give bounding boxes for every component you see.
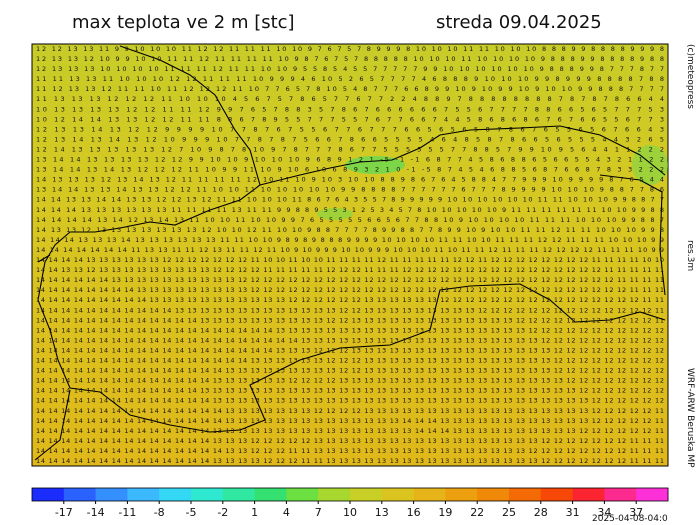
resolution: res.3m — [685, 240, 695, 271]
cold-spot — [632, 145, 668, 185]
grid-row: 14 14 14 14 14 14 14 14 14 14 14 14 14 1… — [36, 437, 664, 445]
grid-row: 14 14 14 14 14 14 14 14 14 14 14 14 14 1… — [36, 407, 664, 415]
grid-row: 14 14 14 14 14 14 14 14 14 14 14 14 14 1… — [36, 387, 664, 395]
colorbar-label: 25 — [502, 506, 516, 519]
colorbar-swatch — [381, 488, 415, 501]
colorbar-label: 28 — [534, 506, 548, 519]
grid-row: 14 14 14 14 13 14 12 13 14 13 11 10 10 1… — [36, 216, 664, 224]
grid-row: 14 14 14 14 14 14 14 14 14 14 14 14 14 1… — [36, 367, 664, 375]
grid-row: 14 14 14 14 14 14 14 14 14 14 14 14 14 1… — [36, 336, 664, 344]
colorbar-label: 1 — [251, 506, 258, 519]
colorbar-label: -2 — [217, 506, 228, 519]
grid-row: 13 14 14 13 14 13 12 12 12 11 10 9 9 11 … — [36, 166, 664, 174]
map-title: max teplota ve 2 m [stc] — [72, 12, 295, 33]
grid-row: 14 14 14 14 14 14 14 14 13 13 13 13 13 1… — [36, 286, 664, 294]
colorbar-swatch — [159, 488, 192, 501]
grid-row: 10 13 13 13 13 12 12 11 11 12 9 9 7 6 5 … — [36, 105, 664, 113]
colorbar-label: -11 — [118, 506, 136, 519]
colorbar-swatch — [63, 488, 97, 501]
grid-row: 14 14 14 14 14 14 14 14 14 14 14 13 13 1… — [36, 306, 664, 314]
colorbar-swatch — [254, 488, 287, 501]
model-name: WRF-ARW Beruska MP — [685, 368, 695, 468]
grid-row: 14 14 14 14 14 14 14 14 14 14 14 14 14 1… — [36, 447, 664, 455]
colorbar-swatch — [540, 488, 574, 501]
colorbar-swatch — [509, 488, 542, 501]
colorbar-swatch — [95, 488, 128, 501]
map-date: streda 09.04.2025 — [436, 12, 602, 33]
colorbar-label: -5 — [186, 506, 197, 519]
colorbar-label: 37 — [629, 506, 643, 519]
grid-row: 13 14 14 13 13 13 13 12 12 9 9 10 10 9 1… — [36, 156, 664, 164]
grid-row: 14 14 14 13 13 13 14 13 13 13 13 13 13 1… — [36, 236, 664, 244]
colorbar-label: -14 — [87, 506, 105, 519]
colorbar-swatch — [32, 488, 65, 501]
grid-row: 14 14 14 14 13 13 13 13 13 13 12 12 12 1… — [36, 256, 664, 264]
colorbar-swatch — [604, 488, 637, 501]
colorbar-label: 13 — [375, 506, 389, 519]
grid-row: 12 14 13 13 13 13 13 12 7 10 9 8 7 8 10 … — [36, 145, 664, 153]
grid-row: 14 14 14 14 14 14 14 14 14 13 13 13 13 1… — [36, 296, 664, 304]
grid-row: 14 14 14 14 14 14 14 14 14 14 14 14 14 1… — [36, 397, 664, 405]
borders — [34, 45, 666, 461]
colorbar-label: 16 — [407, 506, 421, 519]
colorbar-label: 22 — [470, 506, 484, 519]
timestamp: 2025-04-08-04:0 — [592, 514, 668, 524]
cold-spot — [317, 208, 353, 220]
map-field — [31, 43, 669, 467]
colorbar-label: 7 — [315, 506, 322, 519]
grid-row: 14 14 13 13 14 14 13 13 12 12 13 12 11 1… — [36, 196, 664, 204]
colorbar-swatch — [445, 488, 478, 501]
grid-row: 14 14 14 14 14 14 14 14 14 14 14 14 14 1… — [36, 316, 664, 324]
grid-row: 14 14 14 14 14 14 14 14 14 14 14 14 14 1… — [36, 346, 664, 354]
colorbar-swatch — [350, 488, 383, 501]
grid-row: 14 14 14 14 14 14 14 14 14 14 14 14 14 1… — [36, 427, 664, 435]
grid-row: 12 13 13 14 13 12 12 9 9 9 9 10 7 7 8 7 … — [36, 125, 664, 133]
colorbar-label: 31 — [566, 506, 580, 519]
grid-row: 10 12 14 14 13 13 12 12 11 11 8 8 6 7 8 … — [36, 115, 664, 123]
grid-row: 12 12 13 13 11 9 9 10 10 10 11 12 12 11 … — [36, 45, 664, 53]
grid-row: 14 14 13 13 12 13 13 13 13 13 13 13 13 1… — [36, 266, 664, 274]
colorbar-label: 34 — [597, 506, 611, 519]
grid-row: 14 14 14 14 14 14 14 14 14 14 14 14 14 1… — [36, 417, 664, 425]
colorbar-label: 10 — [343, 506, 357, 519]
grid-row: 12 13 13 12 10 9 9 10 10 11 11 12 11 11 … — [36, 55, 664, 63]
colorbar-swatch — [222, 488, 256, 501]
colorbar-label: -8 — [154, 506, 165, 519]
grid-row: 14 14 14 14 14 14 14 14 14 14 14 14 14 1… — [36, 457, 664, 465]
colorbar-label: 4 — [283, 506, 290, 519]
grid-row: 14 13 13 12 13 13 13 13 13 13 13 12 10 1… — [36, 226, 664, 234]
grid-row: 14 14 14 14 14 14 14 14 14 14 14 14 14 1… — [36, 326, 664, 334]
colorbar-swatch — [127, 488, 160, 501]
value-grid: 12 12 13 13 11 9 9 10 10 10 11 12 12 11 … — [36, 45, 664, 465]
colorbar-swatch — [318, 488, 351, 501]
grid-row: 11 12 13 13 12 11 11 10 11 12 12 12 11 1… — [36, 85, 664, 93]
grid-row: 14 14 14 13 13 13 13 13 13 11 11 11 11 1… — [36, 206, 664, 214]
grid-row: 11 11 13 13 11 10 10 10 12 12 11 11 11 1… — [36, 75, 664, 83]
grid-row: 12 13 14 13 14 13 12 10 9 9 9 10 7 7 8 7… — [36, 135, 664, 143]
colorbar-swatch — [572, 488, 605, 501]
colorbar-swatch — [477, 488, 510, 501]
grid-row: 14 14 14 14 14 14 14 14 14 14 14 14 14 1… — [36, 377, 664, 385]
grid-row: 14 14 14 14 14 14 14 14 14 14 14 14 14 1… — [36, 357, 664, 365]
colorbar-label: 19 — [438, 506, 452, 519]
grid-row: 14 13 13 13 12 13 14 13 12 11 11 11 11 1… — [36, 176, 664, 184]
colorbar-label: -17 — [55, 506, 73, 519]
colorbar-swatch — [413, 488, 446, 501]
colorbar-swatch — [286, 488, 319, 501]
grid-row: 14 14 14 14 14 14 14 11 13 13 11 11 12 1… — [36, 246, 664, 254]
colorbar: -17 -14 -11 -8 -5 -2 1 4 7 10 13 16 19 22 25 28 31 34 37 — [31, 487, 669, 519]
colorbar-swatch — [191, 488, 224, 501]
copyright: (c)meteopress — [685, 44, 695, 109]
grid-row: 12 13 13 13 10 10 10 10 11 11 11 12 11 1… — [36, 65, 664, 73]
grid-row: 14 14 14 14 14 14 13 13 13 13 13 13 13 1… — [36, 276, 664, 284]
colorbar-swatch — [636, 488, 669, 501]
